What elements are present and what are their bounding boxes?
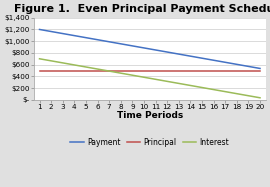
Principal <box>247 69 250 72</box>
Interest <box>73 64 76 66</box>
Principal <box>119 69 122 72</box>
Line: Payment: Payment <box>39 30 260 68</box>
Legend: Payment, Principal, Interest: Payment, Principal, Interest <box>67 135 232 150</box>
Principal <box>200 69 204 72</box>
Interest <box>61 62 64 64</box>
Principal <box>73 69 76 72</box>
Interest <box>177 82 180 85</box>
Line: Interest: Interest <box>39 59 260 98</box>
Principal <box>49 69 53 72</box>
Interest <box>235 93 238 95</box>
Principal <box>258 69 262 72</box>
X-axis label: Time Periods: Time Periods <box>117 111 183 120</box>
Payment <box>200 57 204 59</box>
Interest <box>154 78 157 80</box>
Interest <box>131 74 134 76</box>
Payment <box>131 45 134 47</box>
Principal <box>189 69 192 72</box>
Interest <box>166 80 169 82</box>
Payment <box>189 55 192 57</box>
Interest <box>119 72 122 74</box>
Payment <box>61 32 64 35</box>
Payment <box>212 59 215 61</box>
Principal <box>131 69 134 72</box>
Payment <box>258 67 262 70</box>
Principal <box>142 69 146 72</box>
Interest <box>224 91 227 93</box>
Principal <box>212 69 215 72</box>
Payment <box>166 51 169 53</box>
Interest <box>107 70 111 72</box>
Principal <box>96 69 99 72</box>
Payment <box>142 47 146 49</box>
Interest <box>189 84 192 87</box>
Payment <box>154 49 157 51</box>
Principal <box>235 69 238 72</box>
Interest <box>258 97 262 99</box>
Payment <box>107 41 111 43</box>
Payment <box>247 65 250 68</box>
Payment <box>84 36 87 39</box>
Payment <box>177 53 180 55</box>
Principal <box>84 69 87 72</box>
Interest <box>212 88 215 91</box>
Payment <box>235 63 238 65</box>
Principal <box>107 69 111 72</box>
Interest <box>84 66 87 68</box>
Interest <box>200 86 204 89</box>
Principal <box>177 69 180 72</box>
Payment <box>73 34 76 37</box>
Principal <box>224 69 227 72</box>
Interest <box>49 60 53 62</box>
Principal <box>38 69 41 72</box>
Title: Figure 1.  Even Principal Payment Schedule: Figure 1. Even Principal Payment Schedul… <box>14 4 270 14</box>
Payment <box>38 28 41 31</box>
Interest <box>38 58 41 60</box>
Principal <box>154 69 157 72</box>
Interest <box>247 95 250 97</box>
Principal <box>166 69 169 72</box>
Payment <box>96 39 99 41</box>
Interest <box>96 68 99 70</box>
Interest <box>142 76 146 78</box>
Payment <box>49 30 53 33</box>
Principal <box>61 69 64 72</box>
Payment <box>119 43 122 45</box>
Payment <box>224 61 227 63</box>
